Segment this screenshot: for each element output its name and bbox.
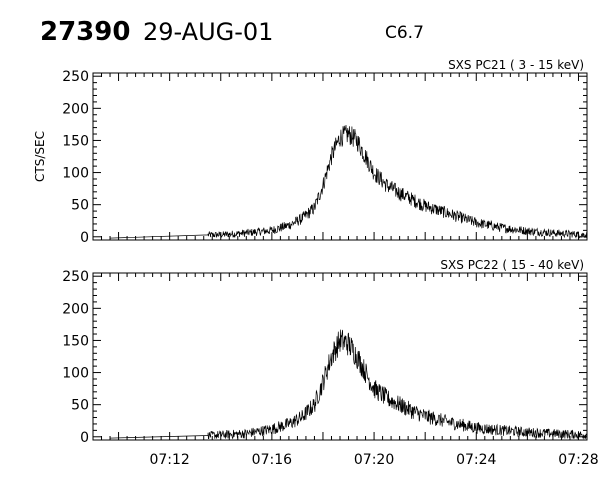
series-line-1: [109, 124, 588, 239]
y-tick-label: 0: [80, 230, 89, 246]
panel-title: SXS PC22 ( 15 - 40 keV): [440, 258, 584, 272]
x-tick-label: 07:24: [456, 452, 496, 468]
panel-2: SXS PC22 ( 15 - 40 keV) 0 50 100 150 200 250 07…: [62, 258, 598, 468]
plot-frame: [92, 272, 588, 441]
y-tick-label: 100: [62, 366, 89, 382]
event-id: 27390: [40, 17, 130, 47]
y-tick-label: 200: [62, 301, 89, 317]
y-tick-label: 150: [62, 133, 89, 149]
series-line-1: [109, 329, 588, 440]
y-tick-label: 50: [71, 198, 89, 214]
y-tick-label: 50: [71, 398, 89, 414]
plot-frame: [92, 72, 588, 241]
x-tick-label: 07:12: [149, 452, 189, 468]
panel-1: SXS PC21 ( 3 - 15 keV) CTS/SEC 0 50 100 150 20…: [33, 58, 588, 246]
y-tick-label: 0: [80, 430, 89, 446]
chart-panels: SXS PC21 ( 3 - 15 keV) CTS/SEC 0 50 100 150 20…: [33, 58, 599, 468]
x-tick-label: 07:28: [558, 452, 598, 468]
event-date: 29-AUG-01: [143, 18, 273, 46]
y-tick-label: 250: [62, 269, 89, 285]
x-tick-label: 07:16: [252, 452, 292, 468]
y-tick-label: 250: [62, 69, 89, 85]
x-tick-label: 07:20: [354, 452, 394, 468]
panel-title: SXS PC21 ( 3 - 15 keV): [448, 58, 584, 72]
flare-class: C6.7: [385, 23, 424, 43]
y-tick-label: 150: [62, 333, 89, 349]
y-tick-label: 100: [62, 166, 89, 182]
y-tick-label: 200: [62, 101, 89, 117]
y-axis-label: CTS/SEC: [33, 131, 47, 182]
